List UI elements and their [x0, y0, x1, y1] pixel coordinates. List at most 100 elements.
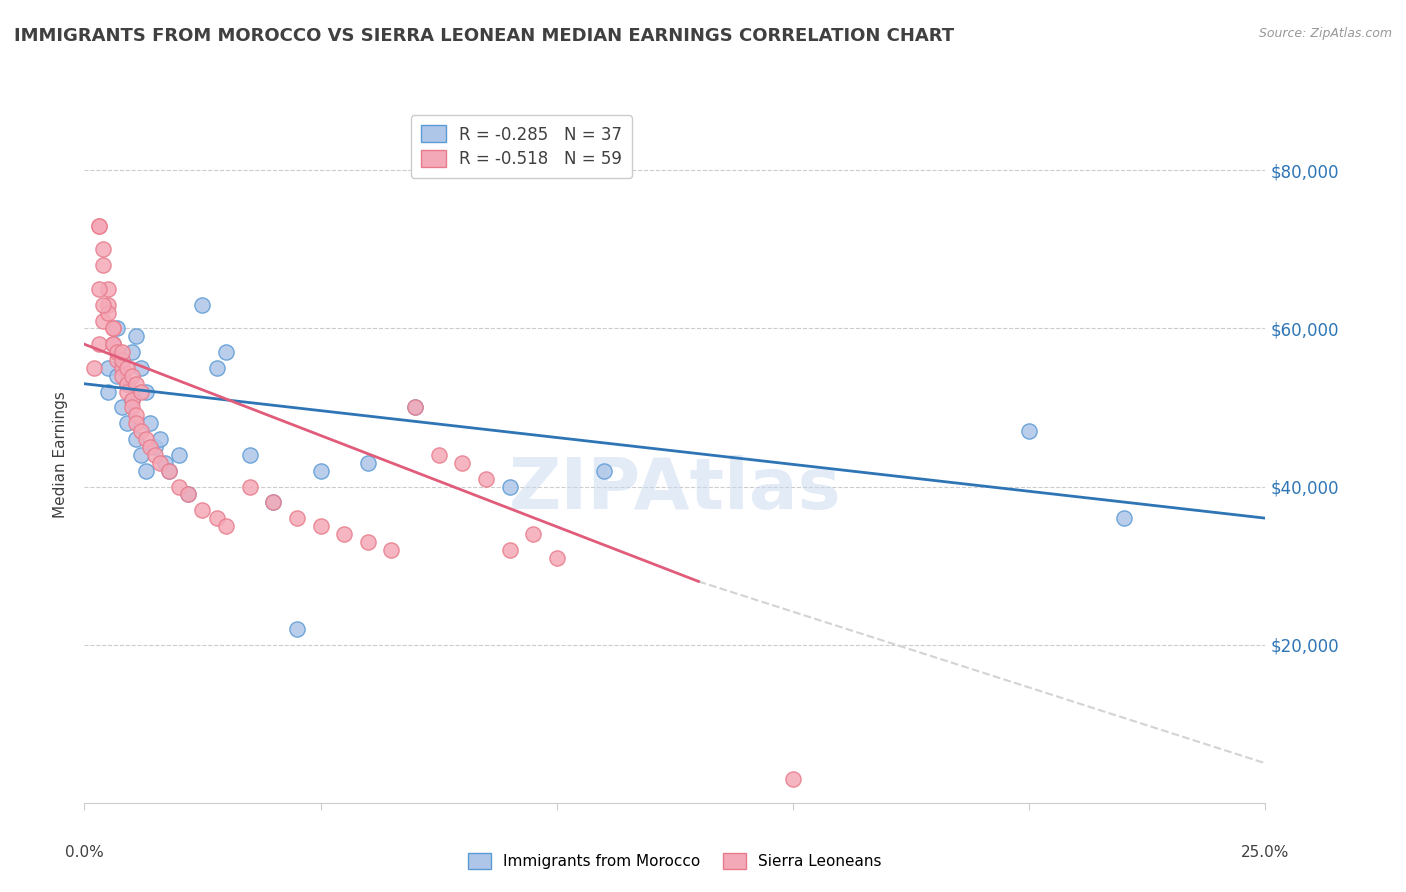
Text: 25.0%: 25.0% [1241, 845, 1289, 860]
Point [191, 503, 214, 517]
Point [97, 305, 120, 319]
Point [357, 456, 380, 470]
Point [125, 329, 148, 343]
Point [149, 432, 172, 446]
Point [177, 487, 200, 501]
Point [215, 345, 238, 359]
Point [139, 417, 162, 431]
Point [87, 219, 110, 233]
Point [215, 519, 238, 533]
Point [149, 456, 172, 470]
Point [498, 479, 520, 493]
Point [333, 527, 356, 541]
Legend: Immigrants from Morocco, Sierra Leoneans: Immigrants from Morocco, Sierra Leoneans [461, 847, 889, 875]
Point [125, 376, 148, 391]
Point [191, 298, 214, 312]
Point [177, 487, 200, 501]
Point [107, 321, 129, 335]
Point [121, 401, 143, 415]
Legend: R = -0.285   N = 37, R = -0.518   N = 59: R = -0.285 N = 37, R = -0.518 N = 59 [411, 115, 633, 178]
Point [111, 353, 134, 368]
Point [205, 511, 228, 525]
Point [87, 219, 110, 233]
Point [97, 282, 120, 296]
Point [357, 535, 380, 549]
Point [404, 401, 426, 415]
Point [91, 243, 114, 257]
Point [115, 376, 138, 391]
Point [285, 511, 308, 525]
Point [101, 337, 124, 351]
Point [129, 361, 152, 376]
Point [83, 361, 105, 376]
Point [262, 495, 284, 509]
Point [101, 321, 124, 335]
Point [111, 368, 134, 383]
Point [143, 440, 166, 454]
Point [380, 542, 402, 557]
Point [125, 409, 148, 423]
Text: 0.0%: 0.0% [65, 845, 104, 860]
Point [91, 258, 114, 272]
Point [91, 298, 114, 312]
Point [111, 361, 134, 376]
Point [157, 464, 180, 478]
Point [167, 479, 190, 493]
Text: ZIPAtlas: ZIPAtlas [509, 455, 841, 524]
Point [309, 519, 332, 533]
Point [135, 464, 157, 478]
Point [546, 550, 568, 565]
Point [97, 361, 120, 376]
Point [239, 448, 262, 462]
Point [404, 401, 426, 415]
Point [125, 417, 148, 431]
Point [427, 448, 450, 462]
Point [101, 337, 124, 351]
Point [115, 361, 138, 376]
Point [129, 424, 152, 438]
Point [115, 376, 138, 391]
Point [121, 392, 143, 407]
Point [285, 622, 308, 636]
Point [125, 432, 148, 446]
Point [107, 345, 129, 359]
Text: Source: ZipAtlas.com: Source: ZipAtlas.com [1258, 27, 1392, 40]
Point [87, 282, 110, 296]
Point [153, 456, 176, 470]
Point [97, 298, 120, 312]
Point [121, 345, 143, 359]
Point [522, 527, 544, 541]
Point [101, 337, 124, 351]
Point [121, 368, 143, 383]
Point [309, 464, 332, 478]
Point [87, 337, 110, 351]
Point [129, 384, 152, 399]
Point [1018, 424, 1040, 438]
Point [205, 361, 228, 376]
Point [1112, 511, 1135, 525]
Point [129, 448, 152, 462]
Point [143, 448, 166, 462]
Point [451, 456, 474, 470]
Point [111, 401, 134, 415]
Point [97, 384, 120, 399]
Point [115, 384, 138, 399]
Point [593, 464, 616, 478]
Point [139, 440, 162, 454]
Point [107, 345, 129, 359]
Point [135, 432, 157, 446]
Point [262, 495, 284, 509]
Point [167, 448, 190, 462]
Point [101, 321, 124, 335]
Point [782, 772, 804, 786]
Point [111, 345, 134, 359]
Y-axis label: Median Earnings: Median Earnings [53, 392, 69, 518]
Text: IMMIGRANTS FROM MOROCCO VS SIERRA LEONEAN MEDIAN EARNINGS CORRELATION CHART: IMMIGRANTS FROM MOROCCO VS SIERRA LEONEA… [14, 27, 955, 45]
Point [121, 392, 143, 407]
Point [157, 464, 180, 478]
Point [115, 417, 138, 431]
Point [91, 313, 114, 327]
Point [498, 542, 520, 557]
Point [239, 479, 262, 493]
Point [475, 472, 498, 486]
